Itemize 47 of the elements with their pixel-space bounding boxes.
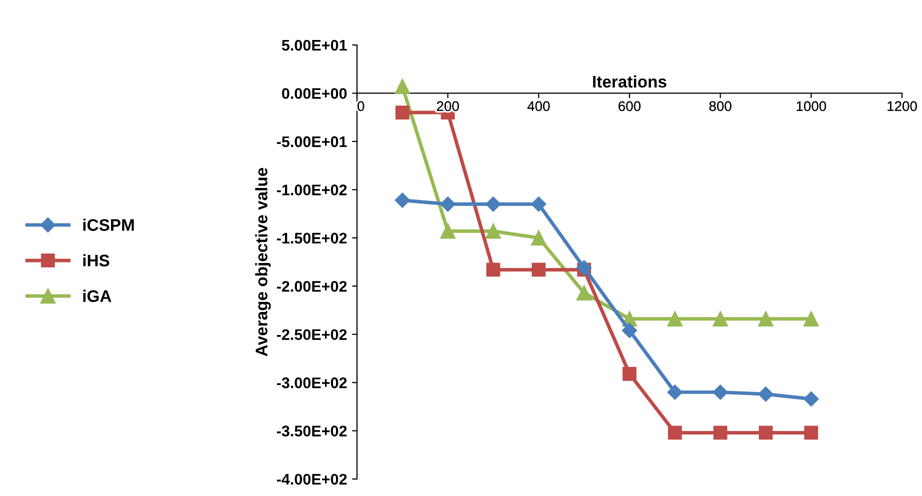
point	[804, 391, 819, 407]
point	[667, 384, 682, 400]
y-tick-label: -3.00E+02	[276, 377, 347, 388]
x-axis-title: Iterations	[593, 75, 666, 88]
point	[531, 230, 546, 246]
point	[440, 224, 456, 239]
point	[712, 311, 728, 327]
point	[394, 192, 410, 208]
point	[713, 426, 728, 440]
point	[758, 311, 774, 327]
legend-label: iHS	[83, 254, 110, 266]
y-tick-label: 5.00E+01	[282, 40, 347, 51]
point	[394, 78, 410, 94]
y-tick-label: -1.50E+02	[276, 232, 347, 244]
x-tick-label: 1200	[888, 101, 917, 112]
x-tick-label: 0	[358, 101, 364, 112]
point	[804, 311, 819, 327]
point	[486, 262, 500, 277]
legend-label: iGA	[83, 290, 112, 302]
point	[804, 426, 818, 440]
x-tick-label: 1000	[796, 101, 826, 112]
point	[532, 262, 546, 277]
point	[486, 196, 501, 212]
point	[486, 224, 501, 239]
y-tick-label: -3.50E+02	[276, 426, 347, 436]
point	[668, 426, 682, 440]
point	[395, 106, 410, 120]
y-axis-title: Average objective value	[255, 168, 271, 356]
legend-label: iCSPM	[83, 218, 134, 231]
y-tick-label: -2.00E+02	[276, 280, 347, 292]
point	[622, 366, 636, 381]
x-tick-label: 400	[527, 101, 550, 112]
y-tick-label: -1.00E+02	[276, 184, 347, 196]
x-tick-label: 600	[618, 101, 641, 112]
y-tick-label: -4.00E+02	[276, 474, 347, 485]
point	[667, 311, 683, 327]
point	[712, 384, 728, 400]
y-tick-label: -5.00E+01	[276, 136, 347, 148]
point	[622, 322, 638, 338]
point	[531, 196, 546, 212]
point	[440, 196, 456, 212]
point	[576, 285, 592, 300]
point	[758, 426, 773, 440]
y-tick-label: -2.50E+02	[276, 329, 347, 340]
x-tick-label: 800	[709, 101, 732, 112]
point	[758, 386, 774, 402]
y-tick-label: 0.00E+00	[282, 88, 347, 99]
